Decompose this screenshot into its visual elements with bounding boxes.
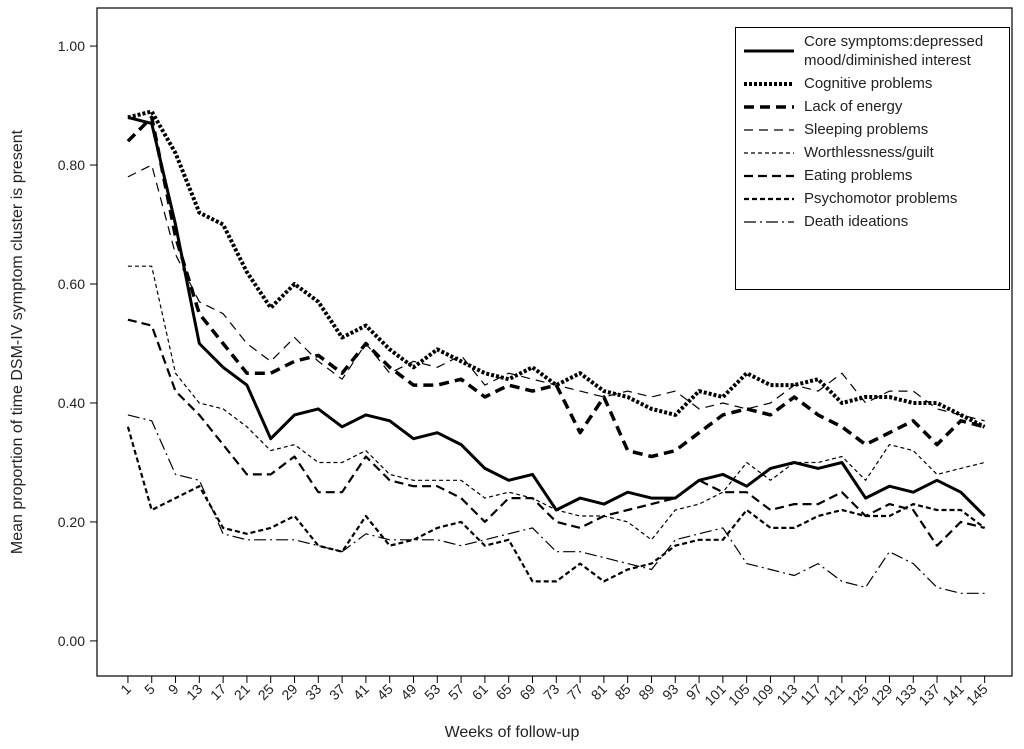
x-tick-label: 93 — [659, 681, 681, 703]
x-tick-label: 133 — [892, 681, 920, 709]
y-tick-label: 0.80 — [58, 157, 85, 173]
legend-label: Death ideations — [804, 213, 909, 230]
x-tick-label: 129 — [868, 681, 896, 709]
legend-item: Worthlessness/guilt — [742, 143, 1003, 162]
x-tick-label: 117 — [797, 681, 824, 708]
series-line — [127, 318, 985, 547]
legend-label: Lack of energy — [804, 98, 903, 115]
legend-swatch — [744, 104, 794, 109]
legend-item: Sleeping problems — [742, 120, 1003, 139]
legend-label: Worthlessness/guilt — [804, 144, 934, 161]
x-tick-label: 21 — [231, 681, 253, 703]
x-tick-label: 125 — [844, 681, 872, 709]
x-tick-label: 73 — [540, 681, 562, 703]
legend-label: Sleeping problems — [804, 121, 929, 138]
x-tick-label: 41 — [350, 681, 372, 703]
x-tick-label: 137 — [915, 681, 943, 709]
x-tick-label: 69 — [516, 681, 538, 703]
x-tick-label: 65 — [492, 681, 514, 703]
x-tick-label: 9 — [165, 681, 182, 698]
x-tick-label: 1 — [117, 681, 134, 698]
x-tick-label: 33 — [302, 681, 324, 703]
legend-swatch — [744, 220, 794, 223]
x-tick-label: 61 — [469, 681, 491, 703]
y-axis-title: Mean proportion of time DSM-IV symptom c… — [9, 129, 26, 554]
legend: Core symptoms:depressed mood/diminished … — [735, 27, 1010, 290]
x-tick-label: 97 — [683, 681, 705, 703]
y-tick-label: 0.00 — [58, 633, 85, 649]
y-tick-label: 1.00 — [58, 38, 85, 54]
legend-swatch — [744, 151, 794, 154]
series-line — [127, 414, 985, 594]
legend-swatch — [744, 174, 794, 177]
legend-label: Core symptoms:depressed mood/diminished … — [804, 33, 984, 69]
series-line — [126, 426, 986, 583]
series-line — [127, 109, 986, 429]
x-tick-label: 45 — [373, 681, 395, 703]
series-line — [127, 164, 985, 422]
legend-label: Cognitive problems — [804, 75, 933, 92]
x-tick-label: 57 — [445, 681, 467, 703]
legend-item: Psychomotor problems — [742, 189, 1003, 208]
x-tick-label: 141 — [939, 681, 967, 709]
x-tick-label: 81 — [588, 681, 610, 703]
x-tick-label: 13 — [183, 681, 205, 703]
x-tick-label: 5 — [141, 681, 158, 698]
x-tick-label: 37 — [326, 681, 348, 703]
x-axis-title: Weeks of follow-up — [445, 724, 580, 741]
x-tick-label: 101 — [701, 681, 729, 709]
x-tick-label: 89 — [635, 681, 657, 703]
x-tick-label: 105 — [725, 681, 753, 709]
y-tick-label: 0.40 — [58, 395, 85, 411]
legend-item: Death ideations — [742, 212, 1003, 231]
legend-swatch — [744, 81, 794, 86]
legend-item: Eating problems — [742, 166, 1003, 185]
x-tick-label: 29 — [278, 681, 300, 703]
plot-frame — [96, 7, 1013, 677]
legend-swatch — [744, 128, 794, 131]
series-line — [127, 265, 985, 541]
legend-label: Eating problems — [804, 167, 913, 184]
legend-swatch — [744, 49, 794, 53]
y-tick-label: 0.20 — [58, 514, 85, 530]
x-tick-label: 17 — [207, 681, 229, 703]
x-tick-label: 85 — [611, 681, 633, 703]
legend-label: Psychomotor problems — [804, 190, 958, 207]
x-tick-label: 53 — [421, 681, 443, 703]
x-tick-label: 145 — [963, 681, 991, 709]
x-tick-label: 49 — [397, 681, 419, 703]
x-tick-label: 113 — [773, 681, 800, 708]
x-tick-label: 77 — [564, 681, 586, 703]
y-tick-label: 0.60 — [58, 276, 85, 292]
legend-item: Cognitive problems — [742, 74, 1003, 93]
legend-item: Core symptoms:depressed mood/diminished … — [742, 32, 1003, 70]
legend-item: Lack of energy — [742, 97, 1003, 116]
x-tick-label: 121 — [820, 681, 848, 709]
x-tick-label: 25 — [255, 681, 277, 703]
x-tick-label: 109 — [749, 681, 777, 709]
legend-swatch — [744, 197, 794, 200]
